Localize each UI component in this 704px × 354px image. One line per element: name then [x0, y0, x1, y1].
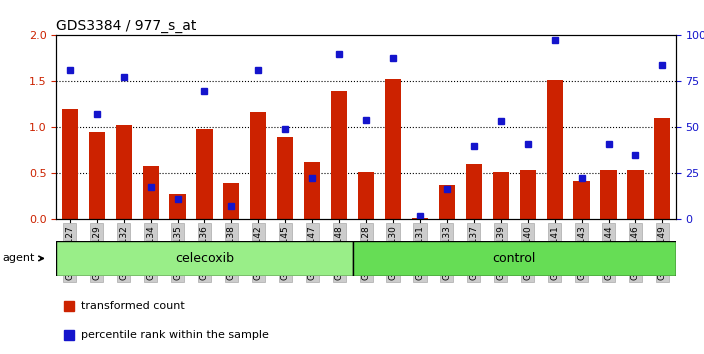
- Text: percentile rank within the sample: percentile rank within the sample: [81, 330, 269, 339]
- Bar: [466, 164, 482, 219]
- Bar: [601, 170, 617, 219]
- Bar: [493, 172, 509, 219]
- Bar: [196, 129, 213, 219]
- Bar: [142, 166, 158, 219]
- Bar: [546, 80, 562, 219]
- Bar: [331, 91, 347, 219]
- Bar: [62, 109, 78, 219]
- Bar: [574, 181, 590, 219]
- Bar: [170, 194, 186, 219]
- Bar: [412, 218, 428, 219]
- Bar: [89, 132, 105, 219]
- FancyBboxPatch shape: [56, 241, 353, 276]
- Text: celecoxib: celecoxib: [175, 252, 234, 265]
- Bar: [627, 170, 643, 219]
- Text: agent: agent: [3, 253, 43, 263]
- Bar: [358, 172, 374, 219]
- Text: GDS3384 / 977_s_at: GDS3384 / 977_s_at: [56, 19, 196, 33]
- Bar: [223, 183, 239, 219]
- Bar: [115, 125, 132, 219]
- Bar: [385, 79, 401, 219]
- Bar: [439, 184, 455, 219]
- Text: control: control: [493, 252, 536, 265]
- FancyBboxPatch shape: [353, 241, 676, 276]
- Bar: [654, 118, 670, 219]
- Text: transformed count: transformed count: [81, 301, 185, 311]
- Bar: [304, 162, 320, 219]
- Bar: [520, 170, 536, 219]
- Bar: [277, 137, 294, 219]
- Bar: [250, 112, 266, 219]
